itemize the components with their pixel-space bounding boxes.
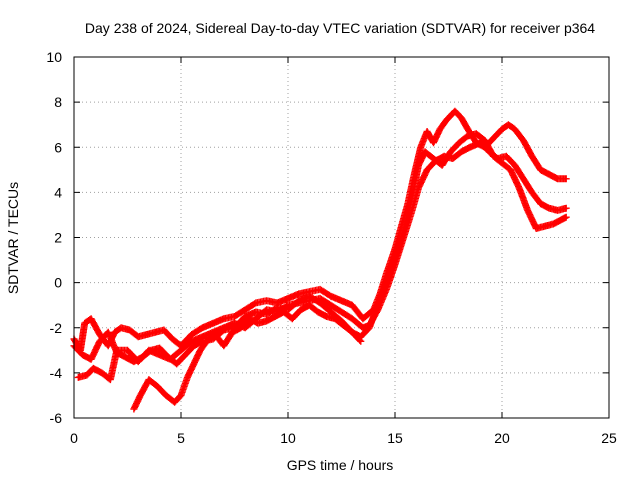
data-point	[357, 337, 365, 345]
data-point	[562, 175, 570, 183]
chart-title: Day 238 of 2024, Sidereal Day-to-day VTE…	[85, 20, 595, 36]
y-tick-label: 10	[46, 49, 62, 65]
x-tick-label: 0	[70, 430, 78, 446]
y-axis-ticks: -6 -4 -2 0 2 4 6 8 10	[46, 49, 609, 426]
x-tick-label: 25	[601, 430, 617, 446]
x-tick-label: 10	[280, 430, 296, 446]
x-axis-ticks: 0 5 10 15 20 25	[70, 57, 617, 446]
y-axis-label: SDTVAR / TECUs	[5, 182, 21, 294]
y-tick-label: -4	[50, 365, 63, 381]
y-tick-label: -6	[50, 410, 63, 426]
y-tick-label: 0	[54, 275, 62, 291]
y-tick-label: 4	[54, 184, 62, 200]
y-tick-label: 6	[54, 139, 62, 155]
x-tick-label: 20	[494, 430, 510, 446]
data-points	[70, 107, 570, 413]
y-tick-label: -2	[50, 320, 63, 336]
x-tick-label: 5	[177, 430, 185, 446]
y-tick-label: 8	[54, 94, 62, 110]
x-tick-label: 15	[387, 430, 403, 446]
y-tick-label: 2	[54, 230, 62, 246]
data-marker	[356, 336, 364, 344]
x-axis-label: GPS time / hours	[287, 457, 394, 473]
data-point	[562, 213, 570, 221]
data-point	[562, 204, 570, 212]
